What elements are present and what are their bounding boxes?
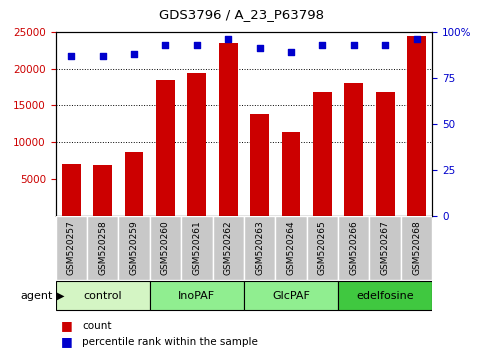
Bar — [187, 73, 206, 216]
FancyBboxPatch shape — [338, 281, 432, 310]
Point — [319, 42, 327, 47]
Text: GSM520261: GSM520261 — [192, 221, 201, 275]
FancyBboxPatch shape — [244, 216, 275, 280]
FancyBboxPatch shape — [369, 216, 401, 280]
Bar — [219, 43, 238, 216]
Point — [130, 51, 138, 57]
Point — [256, 46, 264, 51]
Point — [68, 53, 75, 59]
Text: GSM520267: GSM520267 — [381, 221, 390, 275]
Bar — [407, 35, 426, 216]
Bar — [156, 80, 175, 216]
Text: GSM520264: GSM520264 — [286, 221, 296, 275]
Bar — [125, 152, 143, 216]
Text: count: count — [82, 321, 112, 331]
FancyBboxPatch shape — [87, 216, 118, 280]
Point — [193, 42, 201, 47]
Point — [99, 53, 107, 59]
Bar — [62, 164, 81, 216]
Text: GlcPAF: GlcPAF — [272, 291, 310, 301]
Text: GSM520265: GSM520265 — [318, 221, 327, 275]
FancyBboxPatch shape — [56, 216, 87, 280]
Text: agent: agent — [21, 291, 53, 301]
Text: GSM520266: GSM520266 — [349, 221, 358, 275]
Text: ■: ■ — [60, 319, 72, 332]
Text: GSM520268: GSM520268 — [412, 221, 421, 275]
Text: GDS3796 / A_23_P63798: GDS3796 / A_23_P63798 — [159, 8, 324, 21]
Text: GSM520258: GSM520258 — [98, 221, 107, 275]
Bar — [250, 114, 269, 216]
Point — [224, 36, 232, 42]
Point — [287, 49, 295, 55]
Point — [350, 42, 357, 47]
Point — [382, 42, 389, 47]
FancyBboxPatch shape — [181, 216, 213, 280]
Text: GSM520259: GSM520259 — [129, 221, 139, 275]
Text: ■: ■ — [60, 335, 72, 348]
FancyBboxPatch shape — [244, 281, 338, 310]
Text: GSM520257: GSM520257 — [67, 221, 76, 275]
Point — [161, 42, 170, 47]
FancyBboxPatch shape — [307, 216, 338, 280]
Bar — [313, 92, 332, 216]
Text: GSM520262: GSM520262 — [224, 221, 233, 275]
FancyBboxPatch shape — [56, 281, 150, 310]
Bar — [344, 84, 363, 216]
FancyBboxPatch shape — [275, 216, 307, 280]
FancyBboxPatch shape — [401, 216, 432, 280]
Text: control: control — [84, 291, 122, 301]
FancyBboxPatch shape — [213, 216, 244, 280]
FancyBboxPatch shape — [150, 216, 181, 280]
Bar — [282, 132, 300, 216]
Point — [412, 36, 420, 42]
FancyBboxPatch shape — [118, 216, 150, 280]
Text: InoPAF: InoPAF — [178, 291, 215, 301]
FancyBboxPatch shape — [150, 281, 244, 310]
Text: percentile rank within the sample: percentile rank within the sample — [82, 337, 258, 347]
FancyBboxPatch shape — [338, 216, 369, 280]
Bar — [93, 165, 112, 216]
Text: GSM520263: GSM520263 — [255, 221, 264, 275]
Text: GSM520260: GSM520260 — [161, 221, 170, 275]
Text: ▶: ▶ — [57, 291, 64, 301]
Bar — [376, 91, 395, 216]
Text: edelfosine: edelfosine — [356, 291, 414, 301]
